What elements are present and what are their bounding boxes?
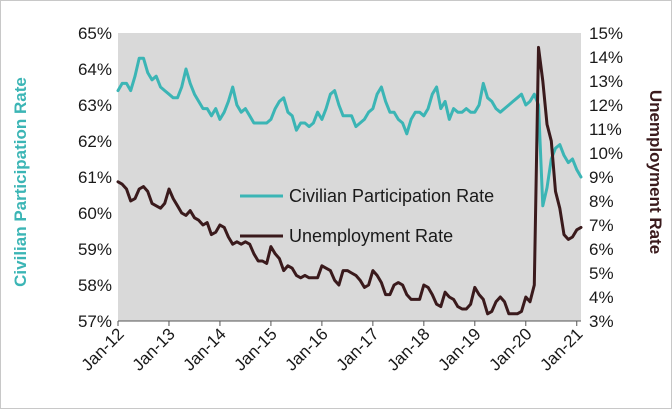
left-tick-label: 63% [78,96,112,115]
right-tick-label: 13% [589,72,623,91]
x-tick-label: Jan-14 [180,324,230,374]
left-tick-label: 62% [78,132,112,151]
legend-label-unemployment: Unemployment Rate [289,226,453,246]
right-tick-label: 9% [589,168,614,187]
x-tick-label: Jan-21 [536,324,586,374]
left-tick-label: 61% [78,168,112,187]
unemployment-rate-line [116,45,583,316]
legend: Civilian Participation Rate Unemployment… [240,186,494,246]
left-tick-label: 65% [78,24,112,43]
right-axis-title: Unemployment Rate [646,90,665,254]
left-tick-label: 58% [78,276,112,295]
x-tick-label: Jan-12 [78,324,128,374]
right-tick-label: 12% [589,96,623,115]
right-tick-label: 7% [589,216,614,235]
right-tick-label: 15% [589,24,623,43]
participation-rate-line [116,56,583,208]
left-tick-label: 60% [78,204,112,223]
right-tick-label: 3% [589,312,614,331]
left-tick-label: 59% [78,240,112,259]
legend-label-participation: Civilian Participation Rate [289,186,494,206]
x-tick-label: Jan-16 [282,324,332,374]
series-layer [116,45,583,316]
right-tick-label: 4% [589,288,614,307]
right-tick-label: 8% [589,192,614,211]
right-tick-label: 11% [589,120,622,139]
x-tick-label: Jan-18 [383,324,433,374]
right-tick-label: 6% [589,240,614,259]
right-tick-label: 14% [589,48,623,67]
right-tick-label: 10% [589,144,623,163]
x-tick-label: Jan-19 [434,324,484,374]
left-tick-label: 64% [78,60,112,79]
right-axis-ticks: 3% 4% 5% 6% 7% 8% 9% 10% 11% 12% 13% 14% 15% [589,24,623,331]
x-tick-label: Jan-15 [231,324,281,374]
left-tick-label: 57% [78,312,112,331]
x-tick-label: Jan-20 [485,324,535,374]
x-tick-label: Jan-13 [129,324,179,374]
x-tick-label: Jan-17 [332,324,382,374]
right-tick-label: 5% [589,264,614,283]
left-axis-ticks: 57% 58% 59% 60% 61% 62% 63% 64% 65% [78,24,112,331]
x-axis-ticks: Jan-12 Jan-13 Jan-14 Jan-15 Jan-16 Jan-17 Jan-… [78,321,587,375]
left-axis-title: Civilian Participation Rate [11,77,30,287]
